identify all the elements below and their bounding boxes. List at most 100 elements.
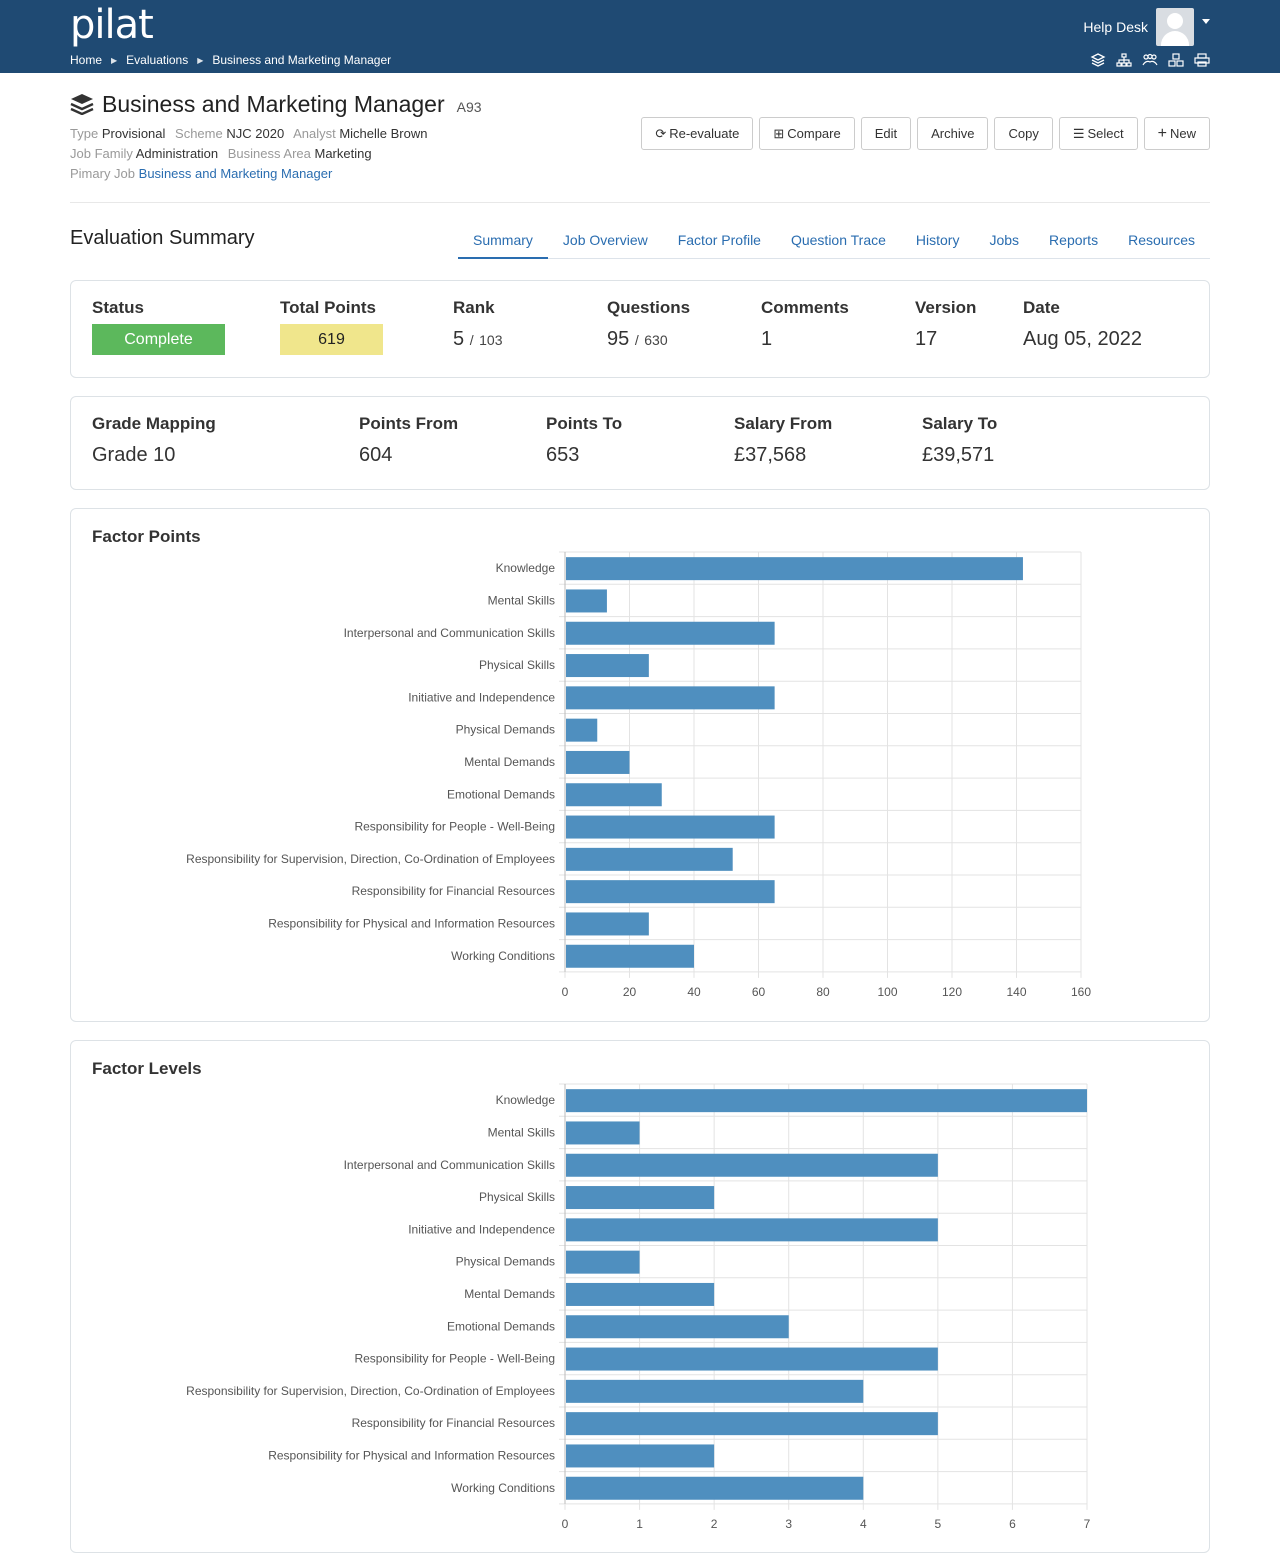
printer-icon[interactable] <box>1194 53 1210 67</box>
tab-factor-profile[interactable]: Factor Profile <box>677 232 761 248</box>
users-icon[interactable] <box>1142 53 1158 67</box>
avatar[interactable] <box>1156 8 1194 46</box>
user-menu[interactable]: Help Desk <box>1083 8 1194 46</box>
tab-jobs[interactable]: Jobs <box>989 232 1020 248</box>
rank-label: Rank <box>453 298 495 317</box>
bar[interactable] <box>566 1250 640 1274</box>
archive-button[interactable]: Archive <box>917 117 989 150</box>
bar[interactable] <box>566 1121 640 1145</box>
tab-reports[interactable]: Reports <box>1049 232 1099 248</box>
category-label: Initiative and Independence <box>408 1222 555 1236</box>
job-meta: Type Provisional Scheme NJC 2020 Analyst… <box>70 124 482 184</box>
bar[interactable] <box>566 1153 938 1177</box>
header-tools <box>1090 53 1210 67</box>
points-to-label: Points To <box>546 414 623 433</box>
primary-job-link[interactable]: Business and Marketing Manager <box>138 166 333 181</box>
chevron-right-icon: ▶ <box>111 55 118 65</box>
bar[interactable] <box>566 1218 938 1242</box>
category-label: Responsibility for Financial Resources <box>352 1416 555 1430</box>
factor-points-title: Factor Points <box>92 527 201 546</box>
category-label: Responsibility for People - Well-Being <box>354 1352 555 1366</box>
bar[interactable] <box>566 686 775 710</box>
comments-value: 1 <box>761 328 773 350</box>
category-label: Responsibility for Financial Resources <box>352 884 555 898</box>
salary-from-value: £37,568 <box>734 444 807 466</box>
bar[interactable] <box>566 1186 715 1210</box>
rank-value: 5 <box>453 328 465 350</box>
pilat-logo[interactable]: pilat <box>70 2 154 48</box>
hierarchy-icon[interactable] <box>1116 53 1132 67</box>
points-from-value: 604 <box>359 444 393 466</box>
bar[interactable] <box>566 654 649 678</box>
breadcrumb-evaluations[interactable]: Evaluations <box>126 53 189 67</box>
factor-levels-card: Factor Levels Knowledge Mental Skills Inte… <box>70 1040 1210 1553</box>
caret-down-icon[interactable] <box>1202 19 1210 24</box>
category-label: Responsibility for Physical and Informat… <box>268 916 555 930</box>
bar[interactable] <box>566 783 662 807</box>
type-value: Provisional <box>101 126 166 141</box>
factor-levels-chart: Knowledge Mental Skills Interpersonal and … <box>186 1083 1091 1531</box>
tick-label: 1 <box>636 1517 643 1531</box>
category-label: Physical Demands <box>456 723 555 737</box>
bar[interactable] <box>566 1412 938 1436</box>
bar[interactable] <box>566 815 775 839</box>
bar[interactable] <box>566 944 694 968</box>
category-label: Physical Skills <box>479 658 555 672</box>
category-label: Emotional Demands <box>447 1319 555 1333</box>
re-evaluate-button[interactable]: ⟳ Re-evaluate <box>641 117 754 150</box>
category-label: Knowledge <box>496 561 556 575</box>
total-points-label: Total Points <box>280 298 377 317</box>
tab-job-overview[interactable]: Job Overview <box>562 232 648 248</box>
list-icon: ☰ <box>1072 125 1085 141</box>
tick-label: 140 <box>1006 985 1026 999</box>
bar[interactable] <box>566 557 1023 581</box>
bar[interactable] <box>566 1476 864 1500</box>
primary-job-label: Pimary Job <box>70 166 136 181</box>
bar[interactable] <box>566 847 733 871</box>
bar[interactable] <box>566 1089 1087 1113</box>
category-label: Physical Skills <box>479 1190 555 1204</box>
questions-total: 630 <box>644 332 668 348</box>
select-button[interactable]: ☰ Select <box>1058 117 1138 150</box>
bar[interactable] <box>566 589 607 613</box>
tick-label: 3 <box>785 1517 792 1531</box>
edit-button[interactable]: Edit <box>860 117 912 150</box>
new-label: New <box>1169 126 1196 141</box>
bar[interactable] <box>566 1282 715 1306</box>
help-desk-link[interactable]: Help Desk <box>1083 19 1148 35</box>
layers-icon[interactable] <box>1090 53 1106 67</box>
bar[interactable] <box>566 1444 715 1468</box>
questions-separator: / <box>634 332 639 348</box>
tick-label: 100 <box>877 985 897 999</box>
category-label: Working Conditions <box>451 1481 555 1495</box>
compare-button[interactable]: ⊞ Compare <box>759 117 855 150</box>
new-button[interactable]: + New <box>1143 117 1210 150</box>
action-toolbar: ⟳ Re-evaluate ⊞ Compare Edit Archive Copy … <box>641 117 1210 150</box>
bar[interactable] <box>566 880 775 904</box>
compare-label: Compare <box>787 126 841 141</box>
job-family-value: Administration <box>135 146 219 161</box>
tab-history[interactable]: History <box>915 232 960 248</box>
tick-label: 0 <box>562 985 569 999</box>
tab-resources[interactable]: Resources <box>1128 232 1195 248</box>
bar[interactable] <box>566 1315 789 1339</box>
chevron-right-icon: ▶ <box>197 55 204 65</box>
tab-summary[interactable]: Summary <box>458 226 548 259</box>
bar[interactable] <box>566 912 649 936</box>
cubes-icon[interactable] <box>1168 53 1184 67</box>
bar[interactable] <box>566 1379 864 1403</box>
tab-question-trace[interactable]: Question Trace <box>790 232 886 248</box>
total-points-badge: 619 <box>280 324 383 355</box>
job-code: A93 <box>456 99 482 115</box>
bar[interactable] <box>566 1347 938 1371</box>
tick-label: 60 <box>752 985 766 999</box>
bar[interactable] <box>566 718 598 742</box>
category-label: Responsibility for Physical and Informat… <box>268 1448 555 1462</box>
factor-levels-title: Factor Levels <box>92 1059 202 1078</box>
questions-label: Questions <box>607 298 691 317</box>
breadcrumb-home[interactable]: Home <box>70 53 103 67</box>
breadcrumb-current[interactable]: Business and Marketing Manager <box>212 53 392 67</box>
bar[interactable] <box>566 750 630 774</box>
copy-button[interactable]: Copy <box>994 117 1053 150</box>
bar[interactable] <box>566 621 775 645</box>
